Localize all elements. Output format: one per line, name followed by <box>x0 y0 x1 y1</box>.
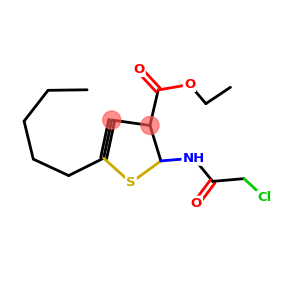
Circle shape <box>141 116 159 134</box>
Text: Cl: Cl <box>257 191 272 204</box>
Text: O: O <box>191 197 202 210</box>
Text: O: O <box>184 78 195 91</box>
Text: NH: NH <box>182 152 205 165</box>
Circle shape <box>103 111 121 129</box>
Text: S: S <box>126 176 136 189</box>
Text: O: O <box>134 63 145 76</box>
